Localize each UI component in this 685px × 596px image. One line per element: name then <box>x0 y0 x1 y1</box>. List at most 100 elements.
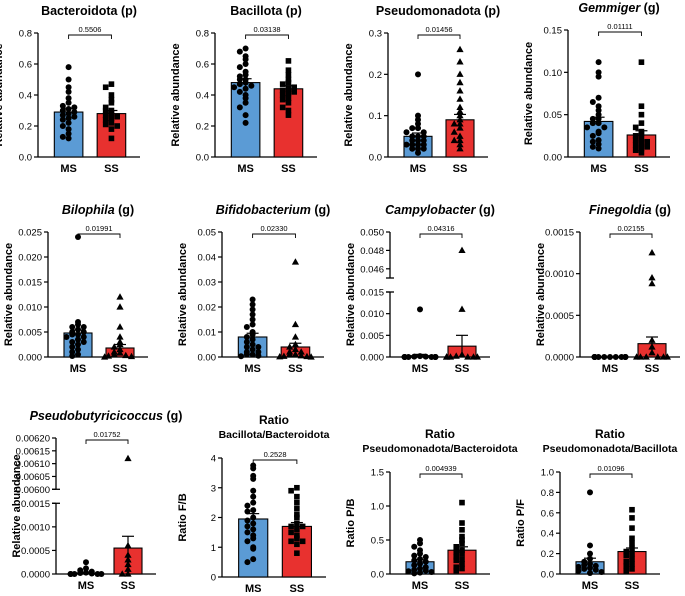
data-point-ms <box>243 339 250 345</box>
y-tick-label: 0.015 <box>18 278 42 289</box>
data-point-ss <box>124 541 132 549</box>
data-point-ss <box>629 550 635 557</box>
data-point-ms <box>80 334 87 340</box>
data-point-ms <box>236 76 243 83</box>
y-tick-label: 2 <box>211 513 216 524</box>
data-point-ms <box>80 329 87 335</box>
data-point-ss <box>459 527 465 533</box>
p-value-label: 0.04316 <box>427 224 454 233</box>
data-point-ss <box>110 350 118 358</box>
y-tick-label: 0.00 <box>198 353 217 364</box>
data-point-ms <box>411 562 418 569</box>
data-point-ms <box>250 520 257 527</box>
y-tick-label: 0.0015 <box>21 499 50 510</box>
chart-title-name: Bacillota <box>230 4 283 18</box>
p-value-label: 0.01111 <box>607 22 632 31</box>
p-value-label: 0.01456 <box>425 25 452 34</box>
data-point-ss <box>279 81 286 87</box>
data-point-ss <box>116 340 124 348</box>
data-point-ss <box>124 551 132 558</box>
data-point-ss <box>307 353 315 360</box>
y-axis-label: Relative abundance <box>11 454 23 557</box>
data-point-ss <box>464 353 472 360</box>
y-tick-label: 1 <box>211 543 216 554</box>
y-tick-label: 0.0015 <box>545 228 574 239</box>
data-point-ss <box>288 538 294 545</box>
data-point-ms <box>409 145 416 152</box>
data-point-ss <box>108 107 115 114</box>
data-point-ms <box>417 569 423 576</box>
data-point-ss <box>456 116 464 123</box>
data-point-ms <box>236 81 243 88</box>
chart-title: Ratio <box>595 427 625 441</box>
y-tick-label: 0.005 <box>360 331 384 342</box>
y-tick-label: 0.0 <box>369 153 382 164</box>
chart-title: Bacillota (p) <box>230 4 302 18</box>
x-label-ss: SS <box>453 163 468 175</box>
data-point-ms <box>83 569 89 576</box>
data-point-ms <box>65 130 72 137</box>
data-point-ms <box>250 545 257 552</box>
data-point-ms <box>244 559 251 566</box>
chart-title-name: Pseudomonadota <box>376 4 482 18</box>
data-point-ms <box>417 550 423 557</box>
data-point-ss <box>633 353 641 360</box>
data-point-ss <box>456 70 464 77</box>
data-point-ms <box>65 115 72 122</box>
data-point-ms <box>420 145 427 152</box>
data-point-ms <box>249 346 256 353</box>
data-point-ms <box>65 126 72 133</box>
chart-title-level: (g) <box>115 203 134 217</box>
x-label-ms: MS <box>237 163 254 175</box>
x-label-ss: SS <box>281 163 296 175</box>
chart-panel-8: Finegoldia (g) Relative abundance 0.0000 0.… <box>535 203 680 375</box>
data-point-ss <box>648 349 656 356</box>
data-point-ms <box>411 543 418 550</box>
data-point-ms <box>595 69 602 76</box>
y-tick-label: 0.00615 <box>16 446 50 457</box>
data-point-ms <box>403 129 410 136</box>
y-tick-label: 0.00600 <box>16 485 50 496</box>
y-tick-label: 0.0005 <box>21 546 50 557</box>
x-label-ms: MS <box>590 163 607 175</box>
data-point-ss <box>114 123 120 129</box>
data-point-ss <box>288 529 294 536</box>
data-point-ss <box>459 520 465 526</box>
data-point-ms <box>65 76 72 83</box>
y-tick-label: 0.8 <box>19 29 32 40</box>
data-point-ms <box>255 352 262 359</box>
data-point-ms <box>80 339 87 345</box>
data-point-ms <box>581 565 588 572</box>
data-point-ss <box>623 558 630 565</box>
y-axis-label: Relative abundance <box>343 43 355 146</box>
x-label-ss: SS <box>455 580 470 592</box>
y-tick-label: 0.005 <box>18 328 42 339</box>
y-tick-label: 0.0 <box>196 153 209 164</box>
data-point-ms <box>415 125 421 132</box>
chart-title: Ratio <box>259 413 289 427</box>
data-point-ss <box>458 351 466 358</box>
data-point-ss <box>644 144 650 150</box>
data-point-ms <box>75 346 81 353</box>
significance-bracket <box>252 233 296 238</box>
data-point-ss <box>124 556 132 563</box>
p-value-label: 0.004939 <box>425 464 456 473</box>
data-point-ss <box>638 149 645 156</box>
y-tick-label: 0.6 <box>541 508 554 519</box>
y-tick-label: 0.0000 <box>21 570 50 581</box>
data-point-ss <box>459 561 465 567</box>
chart-title-level: (g) <box>311 203 330 217</box>
data-point-ss <box>456 45 464 53</box>
data-point-ss <box>294 484 300 491</box>
data-point-ss <box>291 340 300 348</box>
data-point-ms <box>587 555 593 562</box>
data-point-ss <box>108 115 115 122</box>
y-axis-label: Ratio P/F <box>515 499 527 547</box>
data-point-ss <box>473 353 481 360</box>
data-point-ss <box>294 520 300 527</box>
data-point-ss <box>450 120 458 127</box>
data-point-ss <box>102 107 109 114</box>
data-point-ms <box>59 107 66 114</box>
data-point-ms <box>595 107 602 114</box>
significance-bracket <box>252 459 298 464</box>
